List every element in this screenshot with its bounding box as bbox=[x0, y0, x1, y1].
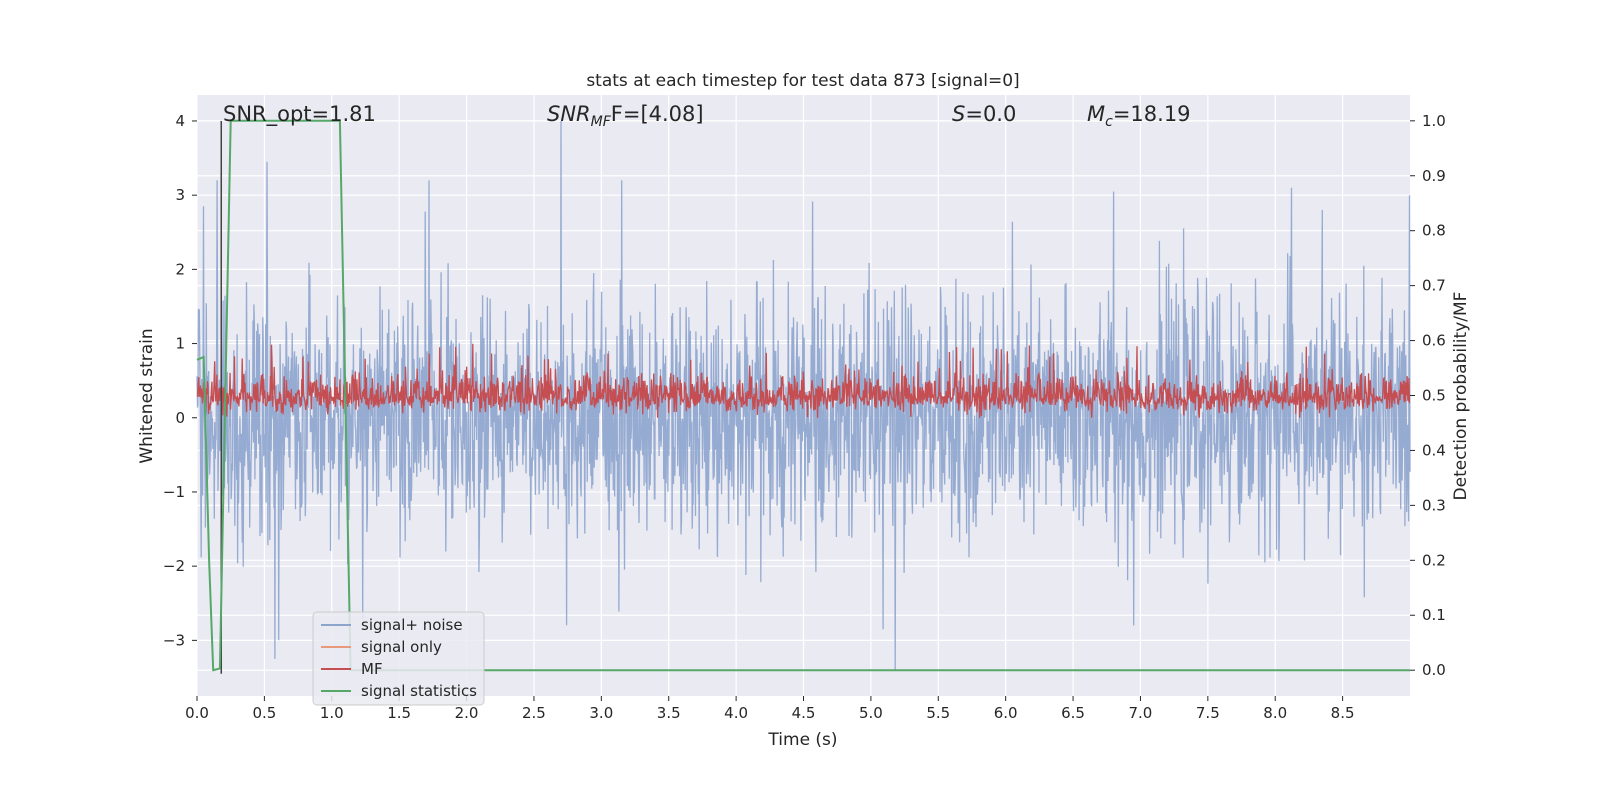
legend-label-signal-statistics: signal statistics bbox=[361, 682, 477, 700]
x-tick-label: 1.5 bbox=[387, 704, 411, 722]
y-right-tick-label: 0.6 bbox=[1422, 332, 1446, 350]
y-right-tick-label: 0.8 bbox=[1422, 222, 1446, 240]
snr-mf-main: SNR bbox=[547, 102, 591, 126]
x-tick-label: 6.5 bbox=[1061, 704, 1085, 722]
x-tick-label: 8.5 bbox=[1331, 704, 1355, 722]
y-tick-label: 0 bbox=[175, 409, 185, 427]
legend-label-mf: MF bbox=[361, 660, 383, 678]
annotation-s: S=0.0 bbox=[952, 102, 1016, 126]
x-axis-label: Time (s) bbox=[767, 730, 837, 750]
x-tick-label: 4.5 bbox=[792, 704, 816, 722]
y-right-axis-label: Detection probability/MF bbox=[1451, 292, 1471, 501]
x-tick-label: 2.5 bbox=[522, 704, 546, 722]
y-right-axis-ticks: 0.0 0.1 0.2 0.3 0.4 0.5 0.6 0.7 0.8 0.9 1.0 bbox=[1410, 112, 1446, 679]
y-right-tick-label: 0.7 bbox=[1422, 277, 1446, 295]
x-tick-label: 0.5 bbox=[252, 704, 276, 722]
mc-sub: c bbox=[1105, 114, 1113, 130]
y-tick-label: 4 bbox=[175, 112, 185, 130]
annotation-snr-mf: SNRMFF=[4.08] bbox=[547, 102, 704, 130]
s-rest: =0.0 bbox=[965, 102, 1016, 126]
annotation-snr-opt: SNR_opt=1.81 bbox=[223, 102, 376, 127]
series-mf bbox=[196, 343, 1411, 418]
x-tick-label: 6.0 bbox=[994, 704, 1018, 722]
x-tick-label: 2.0 bbox=[455, 704, 479, 722]
y-tick-label: 3 bbox=[175, 186, 185, 204]
s-main: S bbox=[952, 102, 965, 126]
mf-line bbox=[196, 343, 1411, 418]
y-right-tick-label: 0.1 bbox=[1422, 606, 1446, 624]
y-axis-label: Whitened strain bbox=[137, 328, 157, 463]
y-right-tick-label: 0.4 bbox=[1422, 441, 1446, 459]
y-tick-label: −2 bbox=[163, 557, 185, 575]
x-tick-label: 0.0 bbox=[185, 704, 209, 722]
y-axis-ticks: −3 −2 −1 0 1 2 3 4 bbox=[163, 112, 197, 649]
y-tick-label: 1 bbox=[175, 335, 185, 353]
y-right-tick-label: 0.9 bbox=[1422, 167, 1446, 185]
x-tick-label: 4.0 bbox=[724, 704, 748, 722]
x-tick-label: 7.5 bbox=[1196, 704, 1220, 722]
snr-mf-rest: F=[4.08] bbox=[611, 102, 704, 126]
y-tick-label: −3 bbox=[163, 631, 185, 649]
x-tick-label: 1.0 bbox=[320, 704, 344, 722]
annotation-mc: Mc=18.19 bbox=[1087, 102, 1191, 130]
x-tick-label: 5.5 bbox=[926, 704, 950, 722]
y-right-tick-label: 1.0 bbox=[1422, 112, 1446, 130]
legend-box bbox=[312, 611, 485, 706]
y-right-tick-label: 0.3 bbox=[1422, 496, 1446, 514]
mc-rest: =18.19 bbox=[1113, 102, 1191, 126]
legend-label-signal-noise: signal+ noise bbox=[361, 616, 463, 634]
x-axis-ticks: 0.0 0.5 1.0 1.5 2.0 2.5 3.0 3.5 4.0 4.5 5.0 5.5 6.0 6… bbox=[185, 696, 1355, 722]
y-right-tick-label: 0.0 bbox=[1422, 661, 1446, 679]
chart-title: stats at each timestep for test data 873… bbox=[586, 71, 1019, 91]
x-tick-label: 3.5 bbox=[657, 704, 681, 722]
x-tick-label: 5.0 bbox=[859, 704, 883, 722]
y-right-tick-label: 0.2 bbox=[1422, 551, 1446, 569]
x-tick-label: 7.0 bbox=[1129, 704, 1153, 722]
snr-mf-sub: MF bbox=[591, 114, 612, 130]
y-tick-label: −1 bbox=[163, 483, 185, 501]
y-tick-label: 2 bbox=[175, 260, 185, 278]
mc-main: M bbox=[1087, 102, 1105, 126]
x-tick-label: 3.0 bbox=[589, 704, 613, 722]
legend-label-signal-only: signal only bbox=[361, 638, 442, 656]
legend: signal+ noise signal only MF signal stat… bbox=[312, 611, 485, 706]
x-tick-label: 8.0 bbox=[1263, 704, 1287, 722]
y-right-tick-label: 0.5 bbox=[1422, 387, 1446, 405]
